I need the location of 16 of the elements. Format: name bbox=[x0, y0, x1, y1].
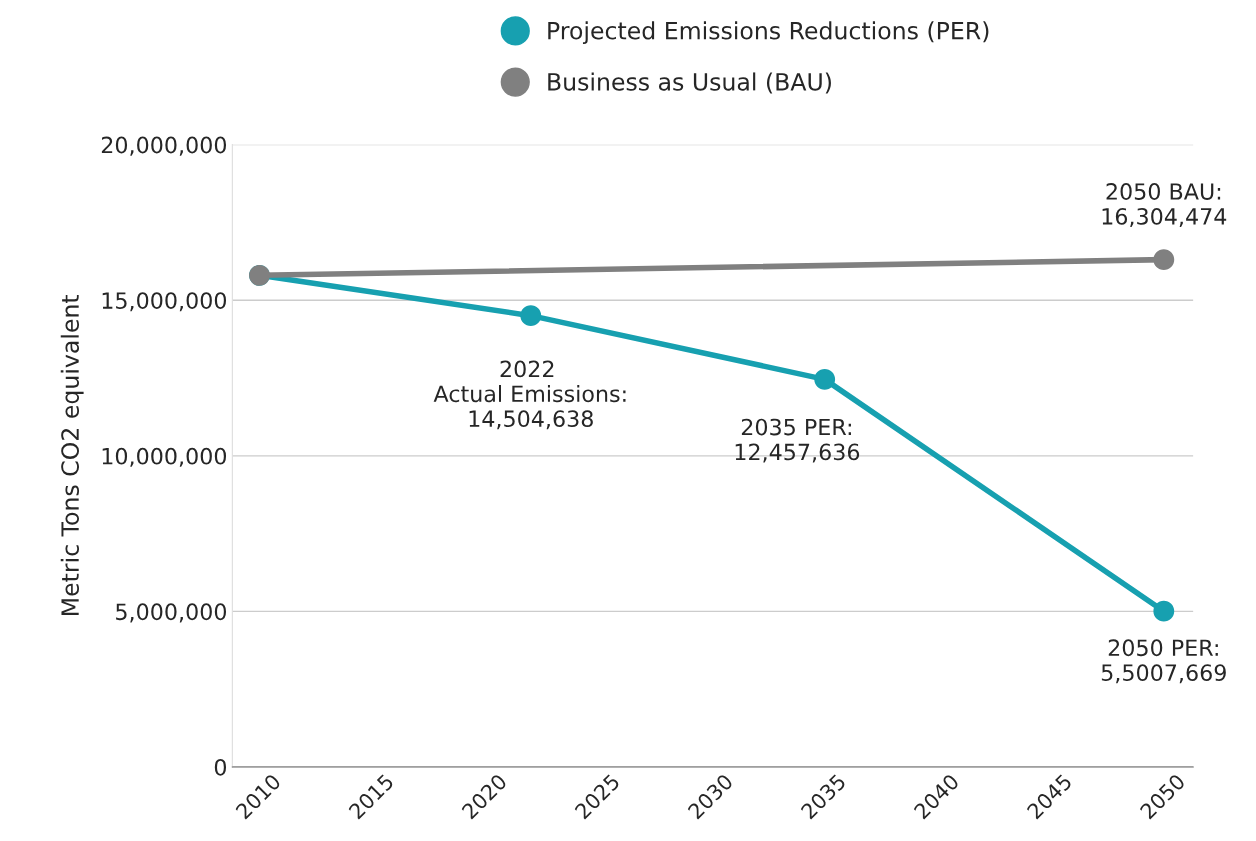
point bbox=[1153, 600, 1175, 622]
point bbox=[520, 305, 542, 327]
legend-label: Projected Emissions Reductions (PER) bbox=[548, 21, 989, 45]
annotation: 2050 BAU: 16,304,474 bbox=[1102, 183, 1227, 228]
y-tick-label: 10,000,000 bbox=[102, 447, 227, 467]
legend-label: Business as Usual (BAU) bbox=[548, 72, 831, 94]
annotation: 2050 PER: 5,5007,669 bbox=[1101, 639, 1226, 684]
annotation: 2022 Actual Emissions: 14,504,638 bbox=[433, 360, 626, 430]
y-tick-label: 20,000,000 bbox=[101, 136, 227, 156]
y-tick-label: 0 bbox=[214, 758, 227, 776]
point bbox=[814, 368, 836, 390]
annotation: 2035 PER: 12,457,636 bbox=[735, 418, 860, 463]
y-tick-label: 5,000,000 bbox=[116, 603, 227, 623]
y-tick-label: 15,000,000 bbox=[102, 292, 227, 312]
y-axis-title: Metric Tons CO2 equivalent bbox=[60, 294, 84, 615]
point bbox=[1153, 249, 1175, 271]
